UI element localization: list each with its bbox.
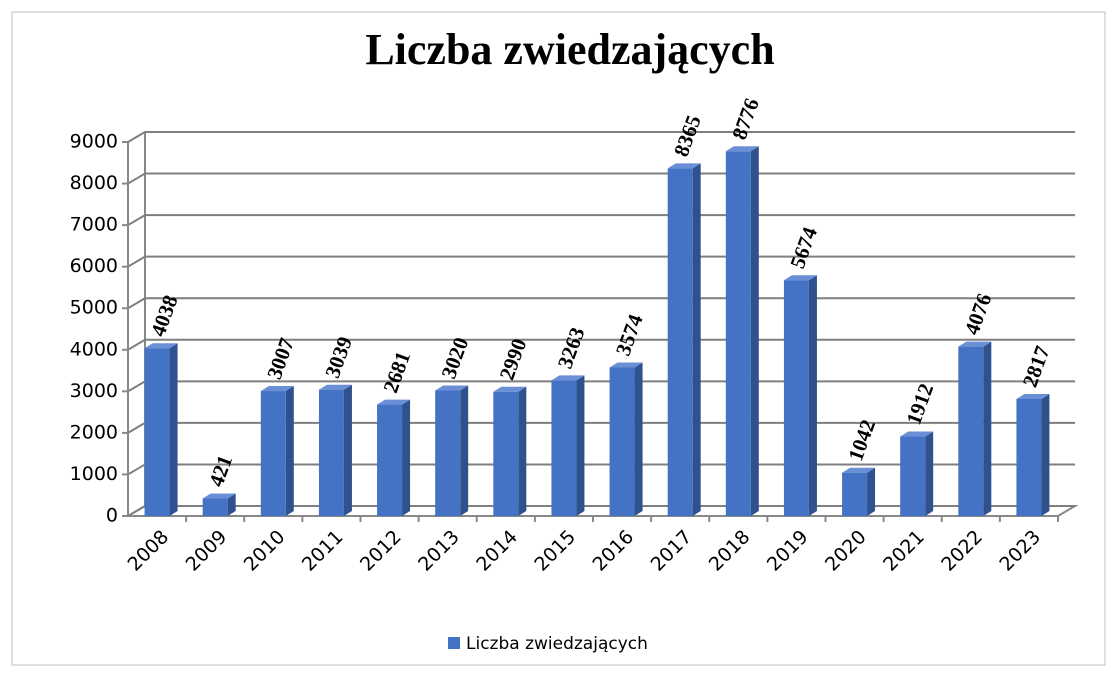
grid-line xyxy=(127,131,1075,143)
bar-side xyxy=(925,431,934,516)
bar-top xyxy=(202,493,236,499)
chart-title: Liczba zwiedzających xyxy=(365,25,774,74)
bar-side xyxy=(460,385,469,516)
bar-side xyxy=(343,384,352,516)
y-tick-label: 7000 xyxy=(70,214,118,236)
y-tick-label: 4000 xyxy=(70,338,118,360)
bar-side xyxy=(867,467,876,516)
y-tick-label: 1000 xyxy=(70,463,118,485)
bar-top xyxy=(958,341,992,347)
bar-top xyxy=(609,362,643,368)
grid-line xyxy=(127,338,1075,351)
bar-top xyxy=(725,146,759,152)
bar xyxy=(842,472,868,516)
bar xyxy=(551,380,577,516)
bar-side xyxy=(576,375,585,516)
bar xyxy=(260,391,286,516)
bar-top xyxy=(144,343,178,349)
grid-line xyxy=(127,255,1075,268)
bar-top xyxy=(318,384,352,390)
bar-side xyxy=(1041,393,1050,516)
chart-border xyxy=(11,11,1106,666)
bar-side xyxy=(634,362,643,516)
bar-side xyxy=(402,399,411,516)
bar-top xyxy=(377,399,411,405)
bar-top xyxy=(551,375,585,381)
bar xyxy=(900,436,926,516)
bar-top xyxy=(900,431,934,437)
legend-label: Liczba zwiedzających xyxy=(466,634,648,654)
bar xyxy=(377,404,403,516)
bar xyxy=(783,280,809,516)
bar-top xyxy=(1016,393,1050,399)
bar xyxy=(493,391,519,516)
bar-side xyxy=(983,341,992,516)
bar xyxy=(667,168,693,517)
bar-top xyxy=(783,275,817,281)
y-tick-label: 8000 xyxy=(70,172,118,194)
bar xyxy=(725,151,751,516)
bar-top xyxy=(667,163,701,169)
bar xyxy=(318,389,344,516)
legend-swatch xyxy=(448,637,460,649)
bar-side xyxy=(808,275,817,516)
bar-side xyxy=(692,163,701,517)
bar xyxy=(1016,398,1042,516)
bar-side xyxy=(169,343,178,516)
y-tick-label: 3000 xyxy=(70,380,118,402)
bar xyxy=(144,348,170,516)
bar xyxy=(609,367,635,516)
bar-top xyxy=(435,385,469,391)
bar-top xyxy=(260,386,294,392)
grid-line xyxy=(127,297,1075,310)
bar-top xyxy=(842,467,876,473)
bar-side xyxy=(285,386,294,516)
y-tick-label: 0 xyxy=(106,505,118,527)
bar-side xyxy=(518,386,527,516)
y-tick-label: 6000 xyxy=(70,255,118,277)
bar-side xyxy=(227,493,236,516)
bar xyxy=(435,390,461,516)
grid-line xyxy=(127,214,1075,226)
y-tick-label: 2000 xyxy=(70,421,118,443)
bar-top xyxy=(493,386,527,392)
bar xyxy=(202,498,228,516)
bar-side xyxy=(750,146,759,516)
grid-line xyxy=(127,172,1075,185)
bar xyxy=(958,346,984,516)
y-tick-label: 9000 xyxy=(70,131,118,153)
y-tick-label: 5000 xyxy=(70,297,118,319)
